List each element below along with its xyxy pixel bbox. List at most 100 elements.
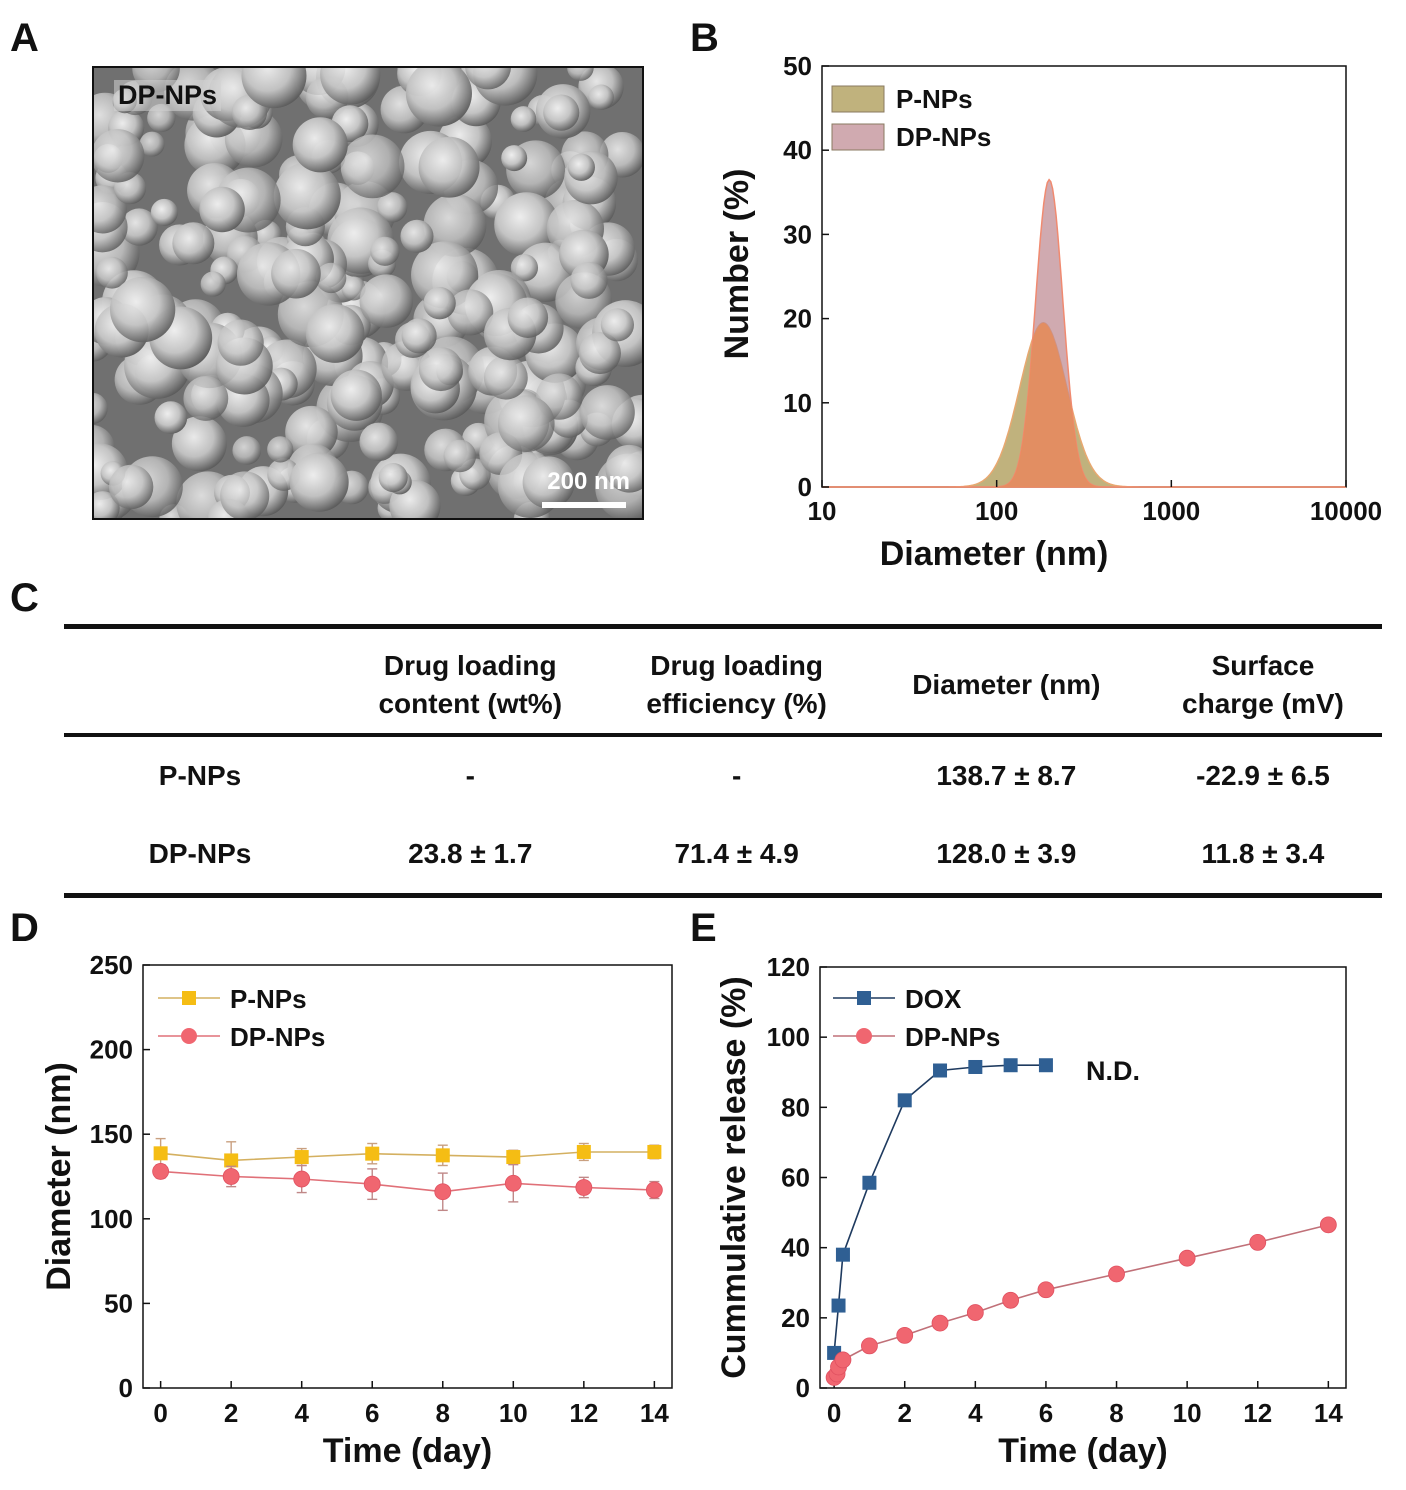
panel-letter-a: A [10,16,39,60]
x-tick-label: 14 [640,1398,669,1428]
x-tick-label: 6 [365,1398,379,1428]
y-tick-label: 10 [783,388,812,418]
data-point [575,1179,593,1196]
legend-swatch [831,85,885,113]
x-tick-label: 10 [1173,1398,1202,1428]
table-cell: 23.8 ± 1.7 [408,838,533,869]
data-point [365,1146,380,1161]
sem-particle [501,145,528,172]
x-tick-label: 0 [153,1398,167,1428]
table-row: P-NPs - - 138.7 ± 8.7 -22.9 ± 6.5 [64,735,1382,815]
sem-particle [172,222,215,265]
sem-particle [400,219,434,253]
sem-particle [359,274,414,328]
plot-frame [819,966,1347,1389]
data-point [966,1304,984,1321]
x-tick-label: 8 [436,1398,450,1428]
sem-particle [289,452,349,512]
sem-particle [447,289,494,336]
sem-particle [567,153,595,181]
x-tick-label: 2 [897,1398,911,1428]
sem-particle [418,347,463,392]
data-point [152,1163,170,1180]
x-tick-label: 2 [224,1398,238,1428]
plot-frame [142,964,673,1389]
y-tick-label: 20 [781,1303,810,1333]
sem-particle [96,256,128,289]
x-tick-label: 4 [294,1398,309,1428]
sem-particle [94,129,145,183]
data-point [834,1351,852,1369]
x-tick-label: 10 [499,1398,528,1428]
y-tick-label: 60 [781,1163,810,1193]
properties-table: Drug loading content (wt%) Drug loading ef… [64,624,1382,898]
data-point [1003,1058,1018,1073]
table-header-cell: Drug loading efficiency (%) [646,650,827,719]
x-axis-label: Diameter (nm) [880,535,1109,573]
data-point [1249,1234,1267,1251]
legend-label: DP-NPs [905,1022,1000,1052]
table-cell: 138.7 ± 8.7 [936,760,1077,791]
sem-particle [578,332,621,375]
scale-bar-label: 200 nm [547,468,630,495]
table-cell: 128.0 ± 3.9 [936,838,1077,869]
data-point [1178,1249,1196,1267]
sem-particle [418,136,480,198]
distribution-area [822,178,1346,488]
y-tick-label: 50 [104,1288,133,1318]
series-line [160,1151,655,1162]
data-point [861,1337,878,1355]
data-point [363,1175,381,1193]
sem-particle [401,318,437,354]
sem-particle [199,186,245,233]
sem-sample-label: DP-NPs [114,80,222,111]
y-tick-label: 50 [783,51,812,81]
data-point [294,1150,309,1165]
sem-particle [154,401,188,434]
sem-particle [232,436,262,465]
data-point [645,1181,663,1199]
y-axis-label: Number (%) [718,169,756,360]
data-point [825,1369,843,1386]
y-tick-label: 40 [783,135,812,165]
legend-marker [856,1028,872,1044]
sem-particle [217,319,264,366]
data-point [968,1059,983,1074]
x-tick-label: 100 [975,496,1018,526]
sem-particle [315,262,347,294]
sem-particle [273,162,341,230]
sem-particle [241,68,307,109]
x-tick-label: 8 [1109,1398,1123,1428]
sem-particle [405,68,472,127]
series-line [833,1064,1046,1353]
sem-particle [370,236,400,266]
sem-particle [305,304,365,363]
data-point [931,1314,949,1332]
table-header-cell [64,627,336,736]
x-tick-label: 4 [968,1398,983,1428]
sem-particle [150,198,178,226]
sem-particle [423,193,487,257]
table-header-row: Drug loading content (wt%) Drug loading ef… [64,626,1382,736]
data-point [576,1144,591,1159]
sem-particle [359,422,398,462]
sem-particle [320,68,381,105]
data-point [1002,1291,1020,1309]
y-tick-label: 0 [796,1373,810,1403]
x-tick-label: 10000 [1310,496,1382,526]
y-tick-label: 0 [119,1373,133,1403]
data-point [434,1183,452,1201]
data-point [831,1298,846,1313]
data-point [647,1144,662,1159]
data-point [506,1150,521,1165]
legend-label: DP-NPs [230,1022,325,1052]
table-cell: - [731,760,742,791]
x-tick-label: 12 [569,1398,598,1428]
table-header-cell: Drug loading content (wt%) [378,650,563,719]
data-point [1037,1281,1055,1299]
y-axis-label: Cummulative release (%) [715,976,753,1379]
data-point [835,1247,850,1262]
panel-letter-e: E [690,906,717,950]
data-point [830,1358,847,1376]
y-tick-label: 100 [90,1204,133,1234]
